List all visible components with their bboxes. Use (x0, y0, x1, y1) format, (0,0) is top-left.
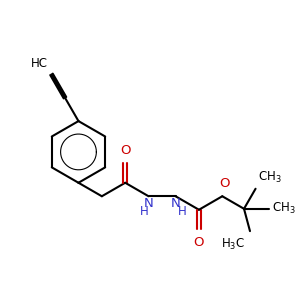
Text: H: H (178, 205, 187, 218)
Text: N: N (144, 197, 154, 210)
Text: CH$_3$: CH$_3$ (272, 201, 296, 216)
Text: H$_3$C: H$_3$C (221, 237, 245, 252)
Text: CH$_3$: CH$_3$ (259, 170, 282, 185)
Text: O: O (219, 178, 230, 190)
Text: N: N (171, 197, 180, 210)
Text: O: O (120, 144, 130, 157)
Text: HC: HC (31, 56, 48, 70)
Text: H: H (140, 205, 148, 218)
Text: O: O (194, 236, 204, 249)
